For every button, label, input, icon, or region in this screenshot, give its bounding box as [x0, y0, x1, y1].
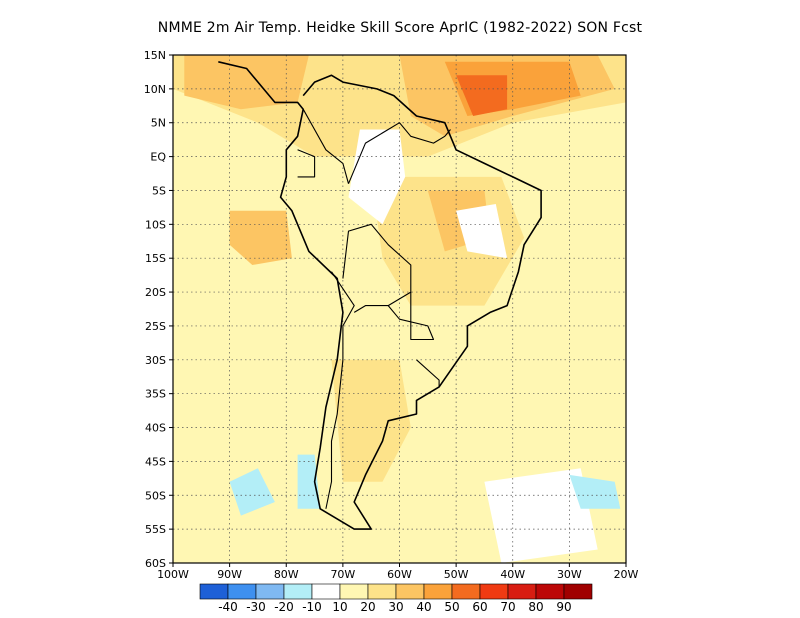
lat-tick-label: 60S	[145, 557, 166, 570]
lon-tick-label: 50W	[444, 568, 469, 581]
colorbar-swatch	[367, 583, 397, 600]
colorbar-label: 40	[416, 600, 431, 614]
colorbar-label: -10	[302, 600, 322, 614]
colorbar-swatch	[563, 583, 593, 600]
field-amazon-white	[348, 129, 406, 225]
lon-tick-label: 70W	[330, 568, 355, 581]
colorbar-swatch	[451, 583, 481, 600]
lat-tick-label: 10S	[145, 218, 166, 231]
country-borders	[297, 108, 451, 509]
field-south-pacific-cool-2	[297, 454, 321, 509]
coastlines	[218, 61, 542, 530]
lat-tick-label: 20S	[145, 286, 166, 299]
colorbar-label: 10	[332, 600, 347, 614]
lat-tick-label: 10N	[144, 83, 166, 96]
colorbar-swatch	[479, 583, 509, 600]
lon-tick-label: 40W	[500, 568, 525, 581]
lat-tick-label: 5N	[151, 117, 166, 130]
country-border	[297, 149, 316, 178]
field-patagonia-warm	[331, 359, 411, 482]
colorbar-swatch	[535, 583, 565, 600]
colorbar-label: -30	[246, 600, 266, 614]
colorbar-swatch	[507, 583, 537, 600]
graticule	[173, 55, 626, 563]
country-border	[387, 292, 435, 341]
colorbar-label: 70	[500, 600, 515, 614]
country-border	[347, 122, 451, 184]
lat-tick-label: 15N	[144, 49, 166, 62]
lat-tick-label: 45S	[145, 455, 166, 468]
colorbar-swatch	[311, 583, 341, 600]
field-caribbean-hot	[456, 75, 508, 116]
lat-tick-label: 55S	[145, 523, 166, 536]
colorbar-label: -40	[218, 600, 238, 614]
colorbar-swatch	[227, 583, 257, 600]
longitude-axis: 100W 90W 80W 70W 60W 50W 40W 30W 20W	[157, 563, 639, 581]
lon-tick-label: 60W	[387, 568, 412, 581]
lon-tick-label: 80W	[274, 568, 299, 581]
map-title: NMME 2m Air Temp. Heidke Skill Score Apr…	[157, 20, 643, 36]
lat-tick-label: 40S	[145, 422, 166, 435]
lat-tick-label: 25S	[145, 320, 166, 333]
colorbar-label: 80	[528, 600, 543, 614]
colorbar: -40 -30 -20 -10 10 20 30 40 50 60 70 80 90	[199, 583, 593, 614]
colorbar-label: 90	[556, 600, 571, 614]
latitude-axis: 15N 10N 5N EQ 5S 10S 15S 20S 25S 30S 35S 40S 45S 50S 5…	[144, 49, 173, 570]
lat-tick-label: 5S	[152, 184, 166, 197]
lat-tick-label: 30S	[145, 354, 166, 367]
lat-tick-label: 35S	[145, 388, 166, 401]
skill-score-field	[173, 55, 626, 563]
coastline	[218, 61, 542, 530]
country-border	[302, 108, 350, 184]
colorbar-label: 60	[472, 600, 487, 614]
colorbar-label: -20	[274, 600, 294, 614]
colorbar-swatch	[339, 583, 369, 600]
field-south-pacific-cool	[229, 468, 275, 516]
colorbar-swatch	[423, 583, 453, 600]
colorbar-swatch	[283, 583, 313, 600]
country-border	[342, 223, 412, 313]
colorbar-swatch	[395, 583, 425, 600]
colorbar-swatch	[199, 583, 229, 600]
lat-tick-label: 15S	[145, 252, 166, 265]
lon-tick-label: 30W	[557, 568, 582, 581]
country-border	[325, 271, 355, 509]
field-south-atlantic-cool	[569, 474, 621, 509]
lon-tick-label: 20W	[614, 568, 639, 581]
colorbar-label: 20	[360, 600, 375, 614]
field-cerrado-white	[456, 204, 508, 259]
field-pacific-warm	[184, 55, 309, 110]
colorbar-label: 50	[444, 600, 459, 614]
lat-tick-label: EQ	[150, 151, 166, 164]
colorbar-label: 30	[388, 600, 403, 614]
country-border	[416, 359, 440, 387]
lon-tick-label: 100W	[157, 568, 189, 581]
lon-tick-label: 90W	[217, 568, 242, 581]
lat-tick-label: 50S	[145, 489, 166, 502]
colorbar-swatch	[255, 583, 285, 600]
